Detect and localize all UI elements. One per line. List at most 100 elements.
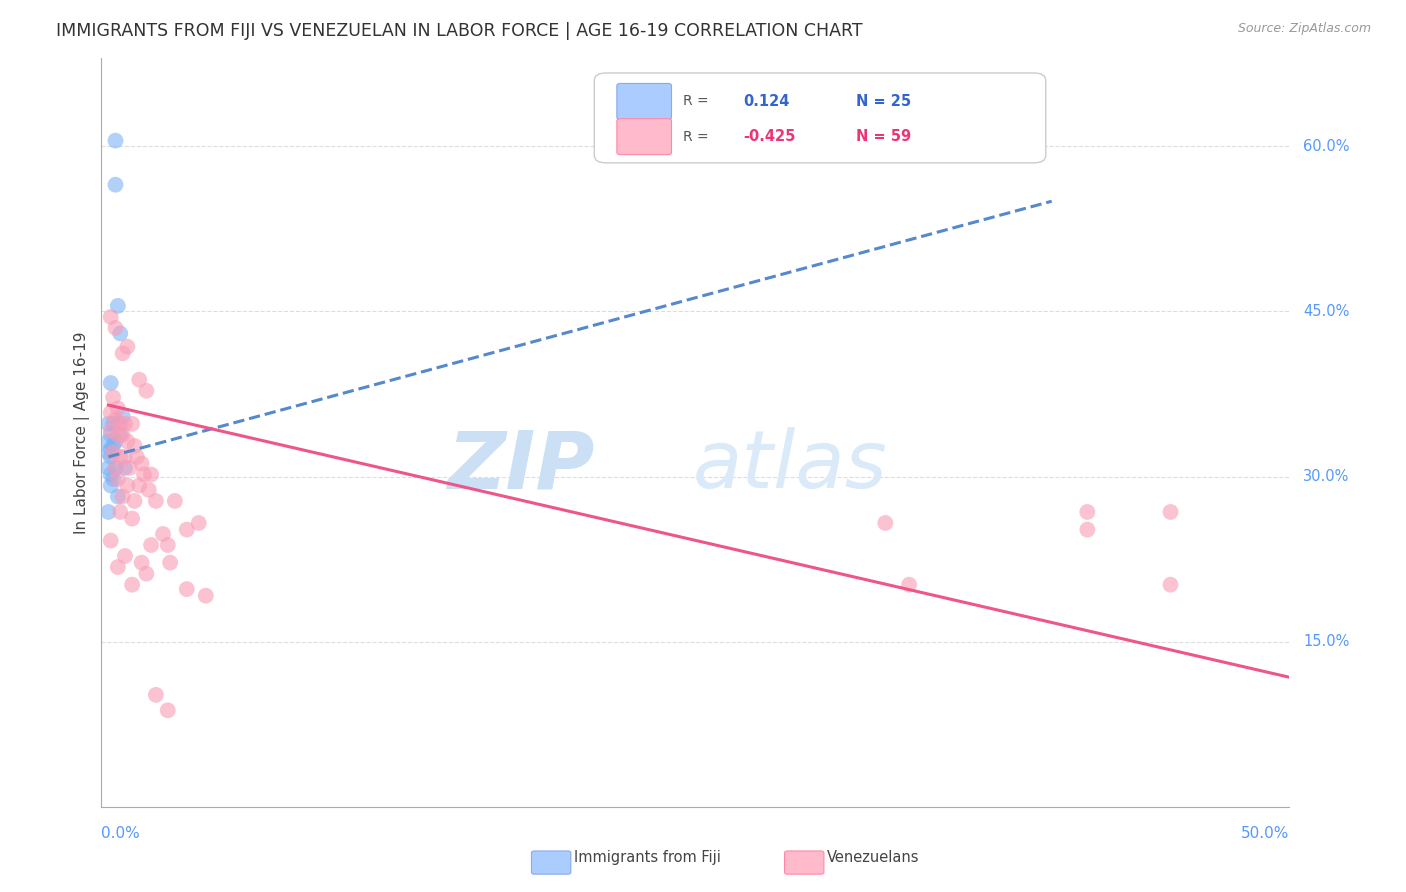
Point bbox=[111, 346, 134, 360]
Text: R =: R = bbox=[683, 129, 713, 144]
Y-axis label: In Labor Force | Age 16-19: In Labor Force | Age 16-19 bbox=[75, 331, 90, 534]
Point bbox=[107, 417, 129, 431]
Point bbox=[121, 417, 143, 431]
Point bbox=[145, 494, 167, 508]
Text: 30.0%: 30.0% bbox=[1303, 469, 1350, 484]
Point bbox=[100, 424, 122, 438]
Point bbox=[156, 538, 179, 552]
Point bbox=[97, 434, 120, 449]
Point bbox=[100, 467, 122, 482]
FancyBboxPatch shape bbox=[595, 73, 1046, 163]
Point bbox=[110, 326, 132, 341]
Point bbox=[107, 299, 129, 313]
Point bbox=[138, 483, 160, 497]
Point bbox=[117, 434, 139, 449]
Text: 50.0%: 50.0% bbox=[1241, 826, 1289, 841]
Point bbox=[107, 490, 129, 504]
Point bbox=[117, 340, 139, 354]
Text: 45.0%: 45.0% bbox=[1303, 304, 1350, 319]
Text: Venezuelans: Venezuelans bbox=[827, 850, 920, 865]
Point bbox=[97, 461, 120, 475]
Point bbox=[111, 409, 134, 423]
Text: Immigrants from Fiji: Immigrants from Fiji bbox=[574, 850, 720, 865]
Point bbox=[1159, 505, 1181, 519]
Text: R =: R = bbox=[683, 95, 713, 109]
Text: -0.425: -0.425 bbox=[742, 129, 796, 145]
Text: 0.0%: 0.0% bbox=[101, 826, 141, 841]
Point bbox=[101, 445, 124, 459]
Point bbox=[107, 427, 129, 442]
Point bbox=[114, 549, 136, 563]
Point bbox=[194, 589, 217, 603]
Point bbox=[132, 467, 155, 482]
Point bbox=[114, 450, 136, 464]
Point bbox=[104, 321, 127, 335]
Point bbox=[139, 467, 162, 482]
Point bbox=[131, 457, 153, 471]
Point bbox=[139, 538, 162, 552]
Point bbox=[176, 582, 198, 596]
Point bbox=[187, 516, 209, 530]
Text: N = 59: N = 59 bbox=[856, 129, 911, 145]
Point bbox=[107, 560, 129, 574]
Text: 60.0%: 60.0% bbox=[1303, 138, 1350, 153]
Text: Source: ZipAtlas.com: Source: ZipAtlas.com bbox=[1237, 22, 1371, 36]
Point bbox=[124, 439, 146, 453]
Point bbox=[101, 390, 124, 404]
Point bbox=[100, 310, 122, 324]
Text: 0.124: 0.124 bbox=[742, 94, 789, 109]
Point bbox=[156, 703, 179, 717]
Point bbox=[104, 134, 127, 148]
Point bbox=[100, 406, 122, 420]
Text: N = 25: N = 25 bbox=[856, 94, 911, 109]
Text: 15.0%: 15.0% bbox=[1303, 634, 1350, 649]
Point bbox=[121, 577, 143, 591]
Text: ZIP: ZIP bbox=[447, 427, 595, 506]
Point bbox=[118, 461, 141, 475]
Point bbox=[898, 577, 921, 591]
Point bbox=[100, 478, 122, 492]
Point bbox=[124, 494, 146, 508]
Point bbox=[104, 434, 127, 449]
Point bbox=[97, 445, 120, 459]
Point bbox=[110, 450, 132, 464]
Point bbox=[110, 505, 132, 519]
Point bbox=[97, 505, 120, 519]
Text: IMMIGRANTS FROM FIJI VS VENEZUELAN IN LABOR FORCE | AGE 16-19 CORRELATION CHART: IMMIGRANTS FROM FIJI VS VENEZUELAN IN LA… bbox=[56, 22, 863, 40]
Point bbox=[104, 412, 127, 426]
Point bbox=[101, 439, 124, 453]
Point bbox=[135, 384, 157, 398]
Text: atlas: atlas bbox=[693, 427, 887, 506]
Point bbox=[111, 490, 134, 504]
Point bbox=[97, 417, 120, 431]
Point bbox=[1159, 577, 1181, 591]
Point bbox=[145, 688, 167, 702]
Point bbox=[100, 376, 122, 390]
Point bbox=[111, 427, 134, 442]
Point bbox=[135, 566, 157, 581]
Point bbox=[875, 516, 897, 530]
Point bbox=[176, 523, 198, 537]
Point bbox=[114, 417, 136, 431]
Point bbox=[117, 478, 139, 492]
Point bbox=[159, 556, 181, 570]
Point bbox=[114, 461, 136, 475]
Point bbox=[100, 450, 122, 464]
Point bbox=[1076, 523, 1098, 537]
Point bbox=[100, 533, 122, 548]
Point bbox=[107, 401, 129, 416]
Point bbox=[107, 472, 129, 486]
Point bbox=[163, 494, 186, 508]
FancyBboxPatch shape bbox=[617, 119, 672, 154]
Point bbox=[1076, 505, 1098, 519]
Point bbox=[110, 417, 132, 431]
Point bbox=[128, 373, 150, 387]
Point bbox=[128, 478, 150, 492]
Point bbox=[104, 461, 127, 475]
Point bbox=[104, 178, 127, 192]
FancyBboxPatch shape bbox=[617, 84, 672, 120]
Point bbox=[121, 511, 143, 525]
Point bbox=[110, 427, 132, 442]
Point bbox=[125, 450, 148, 464]
Point bbox=[100, 442, 122, 457]
